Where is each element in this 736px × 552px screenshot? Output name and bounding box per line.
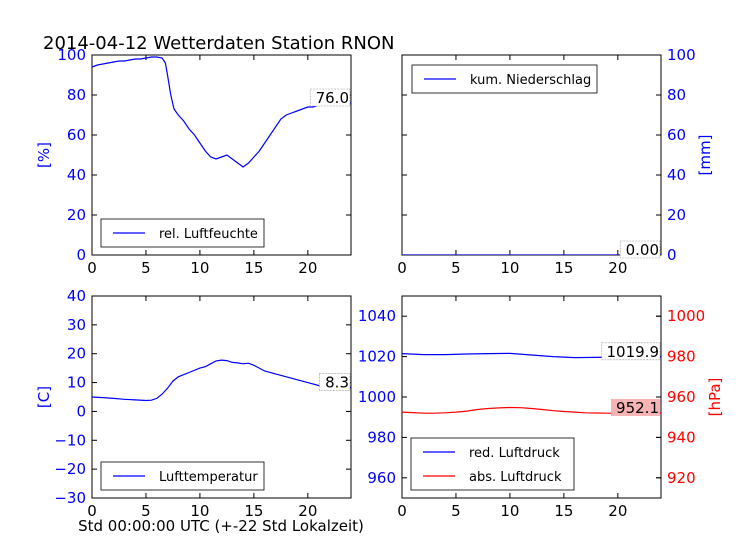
value-annotation: 8.3 [319,373,351,391]
value-annotation: 1019.9 [601,342,661,361]
y-tick-label: 40 [667,166,686,184]
legend-frame [410,437,575,491]
x-tick-label: 15 [554,502,573,520]
y-tick-label: 0 [76,402,86,420]
y-tick-label: 20 [667,206,686,224]
y2-tick-label: 1000 [667,307,705,325]
x-tick-label: 5 [451,502,461,520]
x-tick-label: 10 [500,502,519,520]
legend-label: red. Luftdruck [469,446,560,461]
x-tick-label: 10 [190,502,209,520]
value-annotation: 76.0 [309,88,351,107]
y2-tick-label: 920 [667,469,696,487]
x-tick-label: 10 [190,259,209,277]
legend: Lufttemperatur [100,461,265,491]
x-axis-label: Std 00:00:00 UTC (+-22 Std Lokalzeit) [78,517,364,535]
x-tick-label: 15 [554,259,573,277]
y-tick-label: 100 [667,46,696,64]
y-axis-label: [%] [35,142,53,168]
x-tick-label: 20 [298,502,317,520]
value-annotation-box [619,240,661,259]
x-tick-label: 20 [608,259,627,277]
figure-title: 2014-04-12 Wetterdaten Station RNON [43,33,394,54]
y-tick-label: 60 [667,126,686,144]
y-axis-label: [mm] [696,135,714,176]
value-annotation-box [309,88,351,107]
legend-frame [100,218,265,248]
y-tick-label: 20 [67,206,86,224]
value-annotation-box [601,342,661,361]
y-tick-label: 80 [67,86,86,104]
x-tick-label: 15 [244,502,263,520]
y-tick-label: −10 [54,431,86,449]
y-tick-label: 1020 [358,348,396,366]
value-annotation-text: 1019.9 [607,343,660,361]
x-tick-label: 20 [608,502,627,520]
y-tick-label: 40 [67,287,86,305]
y2-tick-label: 960 [667,388,696,406]
y-tick-label: 960 [367,469,396,487]
y2-tick-label: 940 [667,428,696,446]
value-annotation-text: 952.1 [616,399,659,417]
x-tick-label: 0 [397,502,407,520]
panel-temperature: 0 5 10 15 20 −30 −20 −10 0 10 20 30 40 [C] Lufttempera… [35,287,352,520]
x-tick-label: 5 [141,259,151,277]
y-tick-label: 30 [67,316,86,334]
x-tick-label: 10 [500,259,519,277]
y-tick-label: 0 [76,246,86,264]
y-tick-label: 20 [67,345,86,363]
y-tick-label: 0 [667,246,677,264]
value-annotation-text: 8.3 [325,373,349,391]
y-tick-label: 60 [67,126,86,144]
legend: kum. Niederschlag [411,64,598,94]
legend-label: kum. Niederschlag [470,73,591,88]
value-annotation-box [611,398,660,416]
value-annotation: 0.00 [619,240,661,259]
y-tick-label: 40 [67,166,86,184]
y-tick-label: 100 [57,46,86,64]
panel-pressure: 0 5 10 15 20 960 980 1000 1020 1040 920 940 960 980 10… [358,295,724,520]
value-annotation-text: 76.0 [316,89,349,107]
x-tick-label: 15 [244,259,263,277]
x-tick-label: 0 [87,502,97,520]
x-tick-label: 0 [397,259,407,277]
series-line-lufttemperatur [92,359,351,402]
legend-label: abs. Luftdruck [469,470,562,485]
y-tick-label: 980 [367,428,396,446]
y2-axis-label: [hPa] [706,378,724,417]
legend-label: Lufttemperatur [159,470,258,485]
value-annotation: 952.1 [611,398,660,417]
x-tick-label: 0 [87,259,97,277]
panel-humidity: 0 5 10 15 20 0 20 40 60 80 100 [%] rel. Luftfeuchte 7… [35,46,352,277]
legend-label: rel. Luftfeuchte [159,227,258,242]
x-tick-label: 20 [298,259,317,277]
y-axis-label: [C] [35,386,53,408]
legend: red. Luftdruck abs. Luftdruck [410,437,575,491]
y-tick-label: 10 [67,374,86,392]
panel-precipitation: 0 5 10 15 20 0 20 40 60 80 100 [mm] kum. Niederschla… [397,46,714,277]
value-annotation-box [319,373,351,391]
y-tick-label: 1000 [358,388,396,406]
x-tick-label: 5 [141,502,151,520]
series-line-rel-luftfeuchte [92,56,351,168]
x-tick-label: 5 [451,259,461,277]
y-tick-label: 1040 [358,307,396,325]
y-tick-label: −20 [54,460,86,478]
value-annotation-text: 0.00 [626,241,659,259]
y-tick-label: 80 [667,86,686,104]
y-tick-label: −30 [54,489,86,507]
y2-tick-label: 980 [667,348,696,366]
legend: rel. Luftfeuchte [100,218,265,248]
